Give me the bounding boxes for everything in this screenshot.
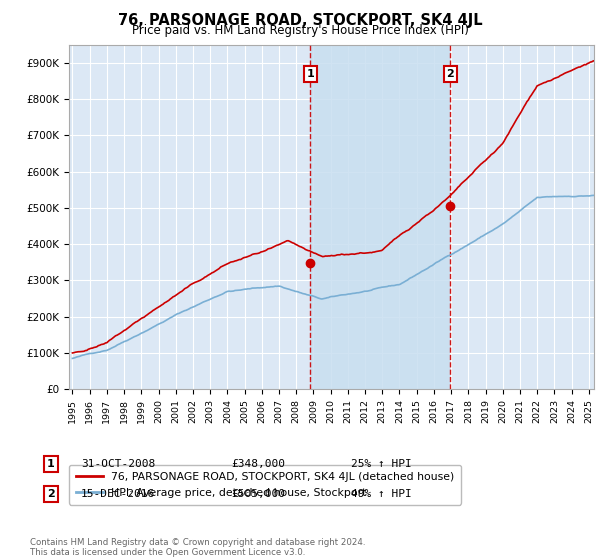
Text: 2: 2 <box>446 69 454 79</box>
Text: £505,000: £505,000 <box>231 489 285 499</box>
Text: 2: 2 <box>47 489 55 499</box>
Text: 31-OCT-2008: 31-OCT-2008 <box>81 459 155 469</box>
Text: 49% ↑ HPI: 49% ↑ HPI <box>351 489 412 499</box>
Text: Contains HM Land Registry data © Crown copyright and database right 2024.
This d: Contains HM Land Registry data © Crown c… <box>30 538 365 557</box>
Text: 25% ↑ HPI: 25% ↑ HPI <box>351 459 412 469</box>
Bar <box>310 45 451 389</box>
Text: 15-DEC-2016: 15-DEC-2016 <box>81 489 155 499</box>
Text: 1: 1 <box>307 69 314 79</box>
Text: £348,000: £348,000 <box>231 459 285 469</box>
Text: 76, PARSONAGE ROAD, STOCKPORT, SK4 4JL: 76, PARSONAGE ROAD, STOCKPORT, SK4 4JL <box>118 13 482 29</box>
Text: Price paid vs. HM Land Registry's House Price Index (HPI): Price paid vs. HM Land Registry's House … <box>131 24 469 37</box>
Text: 1: 1 <box>47 459 55 469</box>
Legend: 76, PARSONAGE ROAD, STOCKPORT, SK4 4JL (detached house), HPI: Average price, det: 76, PARSONAGE ROAD, STOCKPORT, SK4 4JL (… <box>69 465 461 505</box>
